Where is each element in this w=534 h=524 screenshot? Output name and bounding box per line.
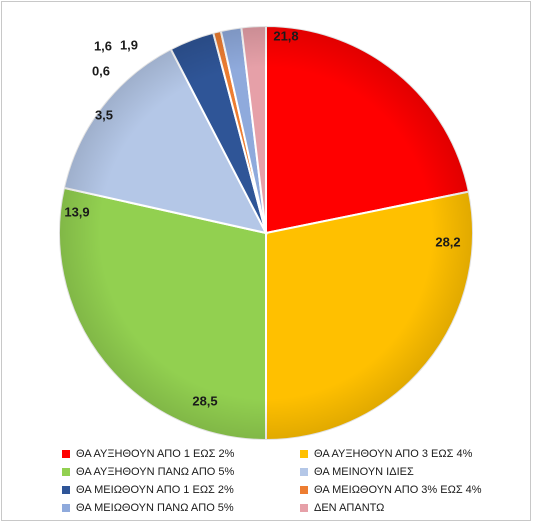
legend-swatch-2 <box>300 449 308 458</box>
legend-swatch-7 <box>62 503 70 512</box>
legend-swatch-6 <box>300 485 308 494</box>
legend-label-2: ΘΑ ΑΥΞΗΘΟΥΝ ΑΠΟ 3 ΕΩΣ 4% <box>314 447 473 460</box>
legend: ΘΑ ΑΥΞΗΘΟΥΝ ΑΠΟ 1 ΕΩΣ 2% ΘΑ ΑΥΞΗΘΟΥΝ ΑΠΟ … <box>62 446 532 515</box>
legend-label-5: ΘΑ ΜΕΙΩΘΟΥΝ ΑΠΟ 1 ΕΩΣ 2% <box>76 483 234 496</box>
data-label-5: 3,5 <box>95 107 113 122</box>
legend-label-4: ΘΑ ΜΕΙΝΟΥΝ ΙΔΙΕΣ <box>314 465 414 478</box>
legend-label-7: ΘΑ ΜΕΙΩΘΟΥΝ ΠΑΝΩ ΑΠΟ 5% <box>76 501 234 514</box>
data-label-4: 13,9 <box>64 204 89 219</box>
legend-item-8: ΔΕΝ ΑΠΑΝΤΩ <box>300 500 532 515</box>
data-label-3: 28,5 <box>192 393 217 408</box>
legend-item-4: ΘΑ ΜΕΙΝΟΥΝ ΙΔΙΕΣ <box>300 464 532 479</box>
pie-slices <box>58 24 474 442</box>
pie-slice-2 <box>265 190 474 442</box>
legend-item-7: ΘΑ ΜΕΙΩΘΟΥΝ ΠΑΝΩ ΑΠΟ 5% <box>62 500 300 515</box>
legend-item-2: ΘΑ ΑΥΞΗΘΟΥΝ ΑΠΟ 3 ΕΩΣ 4% <box>300 446 532 461</box>
legend-label-1: ΘΑ ΑΥΞΗΘΟΥΝ ΑΠΟ 1 ΕΩΣ 2% <box>76 447 235 460</box>
data-labels: 21,8 28,2 28,5 13,9 3,5 0,6 1,6 1,9 <box>64 28 460 408</box>
legend-label-8: ΔΕΝ ΑΠΑΝΤΩ <box>314 501 385 514</box>
legend-swatch-1 <box>62 449 70 458</box>
data-label-8: 1,9 <box>120 37 138 52</box>
legend-swatch-5 <box>62 485 70 494</box>
legend-item-5: ΘΑ ΜΕΙΩΘΟΥΝ ΑΠΟ 1 ΕΩΣ 2% <box>62 482 300 497</box>
legend-item-6: ΘΑ ΜΕΙΩΘΟΥΝ ΑΠΟ 3% ΕΩΣ 4% <box>300 482 532 497</box>
legend-swatch-3 <box>62 467 70 476</box>
legend-label-6: ΘΑ ΜΕΙΩΘΟΥΝ ΑΠΟ 3% ΕΩΣ 4% <box>314 483 482 496</box>
legend-item-1: ΘΑ ΑΥΞΗΘΟΥΝ ΑΠΟ 1 ΕΩΣ 2% <box>62 446 300 461</box>
data-label-2: 28,2 <box>435 234 460 249</box>
data-label-6: 0,6 <box>92 63 110 78</box>
legend-swatch-4 <box>300 467 308 476</box>
data-label-7: 1,6 <box>94 38 112 53</box>
data-label-1: 21,8 <box>273 28 298 43</box>
legend-item-3: ΘΑ ΑΥΞΗΘΟΥΝ ΠΑΝΩ ΑΠΟ 5% <box>62 464 300 479</box>
legend-swatch-8 <box>300 503 308 512</box>
legend-label-3: ΘΑ ΑΥΞΗΘΟΥΝ ΠΑΝΩ ΑΠΟ 5% <box>76 465 235 478</box>
